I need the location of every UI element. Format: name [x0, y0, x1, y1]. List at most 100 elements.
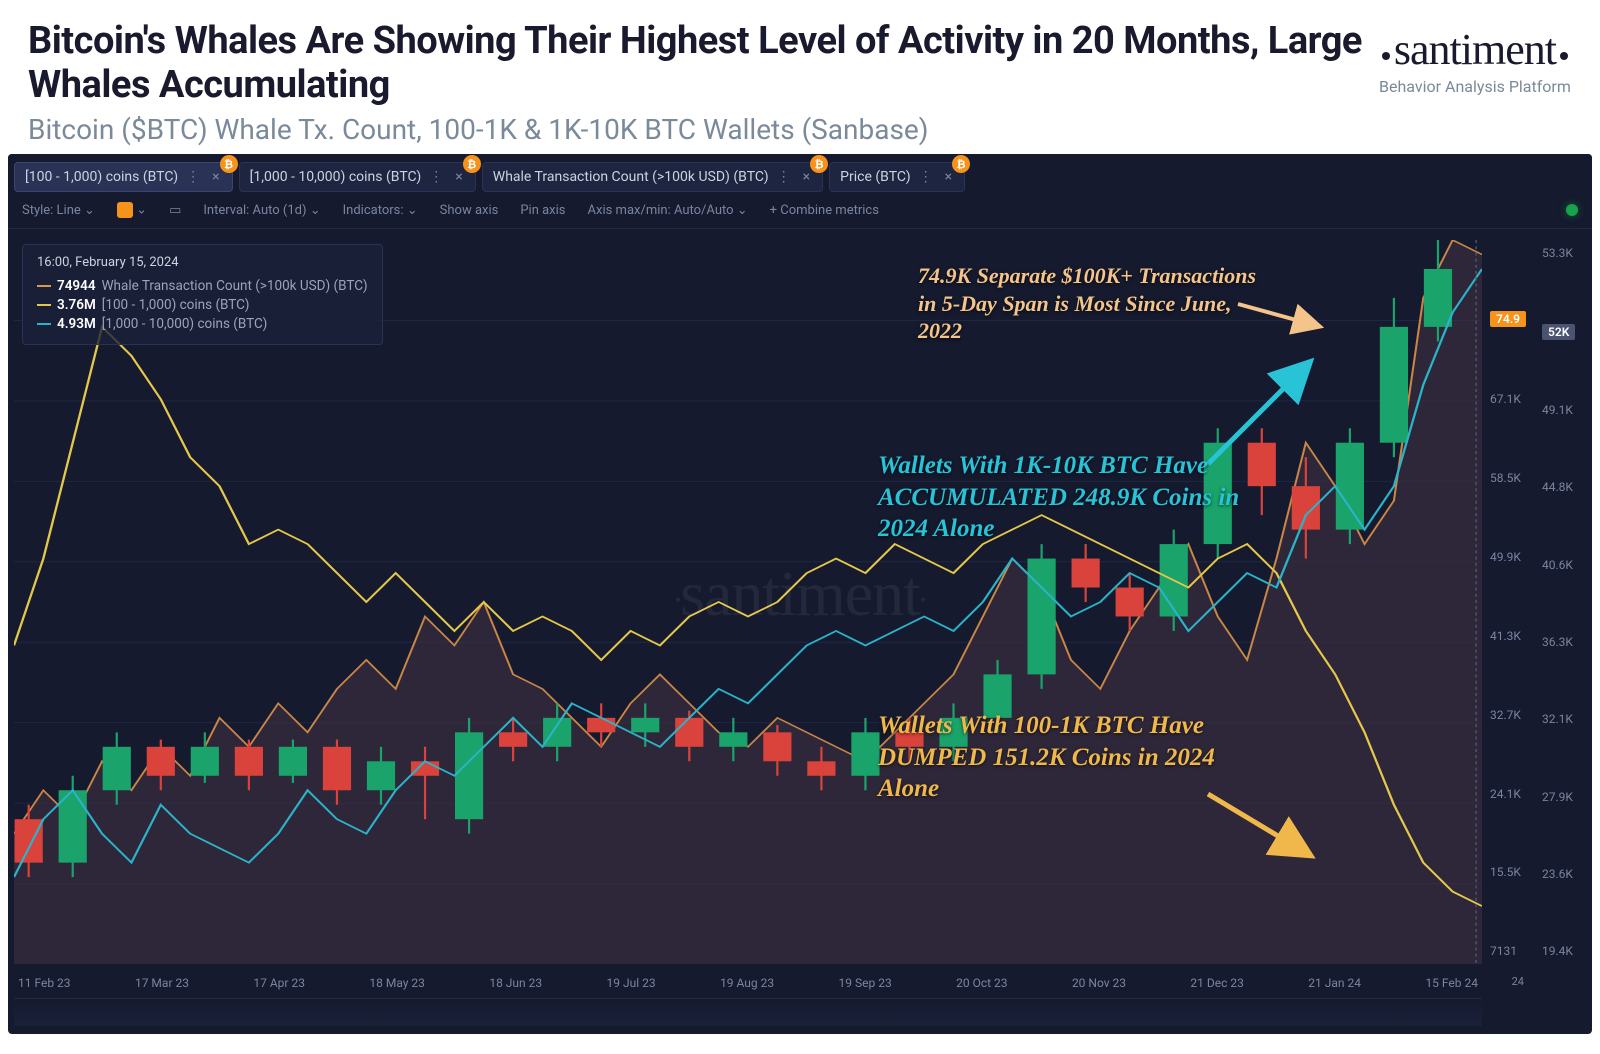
- axis-minmax-select[interactable]: Axis max/min: Auto/Auto: [588, 203, 748, 218]
- tab-label: [100 - 1,000) coins (BTC): [25, 169, 178, 185]
- candle-body: [1072, 559, 1100, 588]
- x-tick: 15 Feb 24: [1425, 976, 1478, 990]
- candle-body: [763, 733, 791, 762]
- x-tick: 17 Apr 23: [253, 976, 305, 990]
- page-header: Bitcoin's Whales Are Showing Their Highe…: [0, 0, 1600, 154]
- candle-body: [1292, 487, 1320, 530]
- y-tick: 24.1K: [1484, 787, 1536, 801]
- style-select[interactable]: Style: Line: [22, 203, 95, 218]
- candle-body: [191, 747, 219, 776]
- legend-swatch: [37, 323, 51, 325]
- combine-metrics-button[interactable]: + Combine metrics: [770, 203, 879, 218]
- plot-area[interactable]: [14, 240, 1482, 964]
- metric-tab[interactable]: Whale Transaction Count (>100k USD) (BTC…: [482, 162, 823, 192]
- btc-badge-icon: ₿: [220, 155, 238, 173]
- x-tick: 20 Nov 23: [1072, 976, 1126, 990]
- candle-body: [675, 718, 703, 747]
- legend-row: 4.93M [1,000 - 10,000) coins (BTC): [37, 316, 368, 332]
- candle-body: [1424, 269, 1452, 327]
- candle-body: [15, 820, 43, 863]
- candle-body: [1380, 327, 1408, 443]
- y-tick: 41.3K: [1484, 629, 1536, 643]
- tab-menu-icon[interactable]: ⋮: [186, 169, 202, 185]
- candle-body: [235, 747, 263, 776]
- axis-badge: 52K: [1542, 324, 1575, 340]
- btc-badge-icon: ₿: [463, 155, 481, 173]
- candle-body: [1028, 559, 1056, 675]
- pin-axis-toggle[interactable]: Pin axis: [520, 203, 565, 218]
- x-axis: 11 Feb 2317 Mar 2317 Apr 2318 May 2318 J…: [14, 976, 1482, 990]
- tab-close-icon[interactable]: ×: [943, 169, 954, 185]
- legend-row: 3.76M [100 - 1,000) coins (BTC): [37, 297, 368, 313]
- tab-menu-icon[interactable]: ⋮: [429, 169, 445, 185]
- y-tick: 52K: [1536, 324, 1588, 340]
- candle-body: [851, 733, 879, 776]
- x-tick: 21 Dec 23: [1190, 976, 1243, 990]
- x-axis-end-small: 24: [1512, 975, 1524, 988]
- candle-body: [631, 718, 659, 732]
- candle-body: [103, 747, 131, 790]
- candle-body: [983, 675, 1011, 718]
- candle-body: [895, 733, 923, 747]
- chart-panel: [100 - 1,000) coins (BTC) ⋮ × ₿[1,000 - …: [8, 154, 1592, 1034]
- candle-body: [939, 718, 967, 747]
- tab-close-icon[interactable]: ×: [453, 169, 464, 185]
- candle-body: [1248, 443, 1276, 486]
- hover-legend: 16:00, February 15, 2024 74944 Whale Tra…: [22, 244, 383, 345]
- legend-timestamp: 16:00, February 15, 2024: [37, 255, 368, 270]
- candle-body: [807, 762, 835, 776]
- y-tick: 67.1K: [1484, 392, 1536, 406]
- y-tick: 27.9K: [1536, 790, 1588, 804]
- logo-tagline: Behavior Analysis Platform: [1378, 77, 1572, 96]
- x-tick: 18 Jun 23: [489, 976, 542, 990]
- y-axis-right: 53.3K52K49.1K44.8K40.6K36.3K32.1K27.9K23…: [1536, 240, 1588, 964]
- tab-label: Price (BTC): [840, 169, 911, 185]
- legend-swatch: [37, 304, 51, 306]
- candle-body: [499, 733, 527, 747]
- candle-body: [455, 733, 483, 820]
- y-tick: 53.3K: [1536, 246, 1588, 260]
- color-swatch[interactable]: ⌄: [117, 202, 147, 218]
- overview-scrollbar[interactable]: [14, 998, 1482, 1026]
- candle-body: [1204, 443, 1232, 544]
- indicators-select[interactable]: Indicators:: [343, 203, 418, 218]
- candle-body: [147, 747, 175, 776]
- x-tick: 20 Oct 23: [956, 976, 1007, 990]
- logo-dot-left: [1382, 52, 1390, 60]
- candle-body: [587, 718, 615, 732]
- metric-tab[interactable]: [100 - 1,000) coins (BTC) ⋮ × ₿: [14, 162, 233, 192]
- y-tick: 74.9: [1484, 311, 1536, 327]
- y-tick: 23.6K: [1536, 867, 1588, 881]
- legend-value: 4.93M: [57, 316, 96, 332]
- candle-body: [543, 718, 571, 747]
- y-tick: 44.8K: [1536, 480, 1588, 494]
- tab-close-icon[interactable]: ×: [210, 169, 221, 185]
- metric-tab[interactable]: Price (BTC) ⋮ × ₿: [829, 162, 965, 192]
- legend-value: 3.76M: [57, 297, 96, 313]
- legend-name: Whale Transaction Count (>100k USD) (BTC…: [102, 278, 368, 294]
- brand-logo: santiment Behavior Analysis Platform: [1378, 20, 1572, 96]
- tab-menu-icon[interactable]: ⋮: [777, 169, 793, 185]
- x-tick: 11 Feb 23: [18, 976, 71, 990]
- y-tick: 58.5K: [1484, 471, 1536, 485]
- page-subtitle: Bitcoin ($BTC) Whale Tx. Count, 100-1K &…: [28, 113, 1378, 146]
- tab-label: [1,000 - 10,000) coins (BTC): [250, 169, 422, 185]
- interval-select[interactable]: Interval: Auto (1d): [203, 203, 320, 218]
- y-tick: 7131: [1484, 944, 1536, 958]
- y-tick: 36.3K: [1536, 635, 1588, 649]
- btc-badge-icon: ₿: [810, 155, 828, 173]
- legend-swatch: [37, 285, 51, 287]
- tab-close-icon[interactable]: ×: [801, 169, 812, 185]
- candle-body: [1336, 443, 1364, 530]
- y-tick: 32.7K: [1484, 708, 1536, 722]
- y-tick: 49.9K: [1484, 550, 1536, 564]
- tab-label: Whale Transaction Count (>100k USD) (BTC…: [493, 169, 769, 185]
- tab-menu-icon[interactable]: ⋮: [919, 169, 935, 185]
- candle-body: [323, 747, 351, 790]
- page-title: Bitcoin's Whales Are Showing Their Highe…: [28, 20, 1378, 107]
- y-tick: 49.1K: [1536, 403, 1588, 417]
- show-axis-toggle[interactable]: Show axis: [440, 203, 499, 218]
- candle-body: [719, 733, 747, 747]
- metric-tab[interactable]: [1,000 - 10,000) coins (BTC) ⋮ × ₿: [239, 162, 476, 192]
- metric-tabs: [100 - 1,000) coins (BTC) ⋮ × ₿[1,000 - …: [8, 154, 1592, 196]
